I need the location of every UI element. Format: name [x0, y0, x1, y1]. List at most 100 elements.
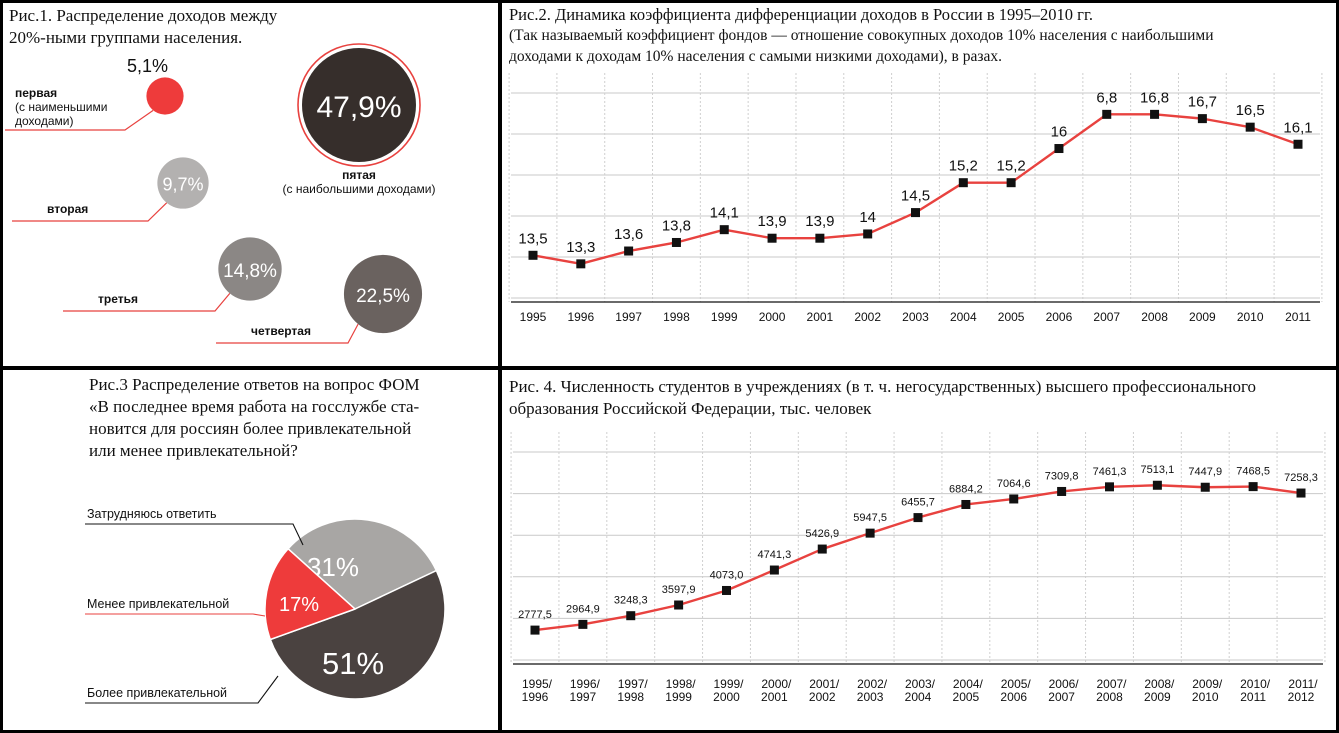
data-point-2005-2006	[1009, 494, 1019, 504]
x-tick-1995-1996-bottom: 1996	[522, 690, 549, 704]
data-label-2011-2012: 7258,3	[1284, 472, 1318, 484]
data-label-2010: 16,5	[1236, 102, 1265, 119]
x-tick-2001: 2001	[807, 310, 834, 324]
x-tick-1999-2000-top: 1999/	[713, 677, 744, 691]
group-name-group-3: третья	[98, 292, 138, 306]
x-tick-2000: 2000	[759, 310, 786, 324]
data-label-1997-1998: 3248,3	[614, 595, 648, 607]
data-point-1998	[671, 237, 681, 247]
bubble-label-group-5: 47,9%	[316, 91, 401, 124]
data-label-2001: 13,9	[805, 213, 834, 230]
x-tick-2010-2011-bottom: 2011	[1240, 690, 1266, 704]
data-point-2000	[767, 233, 777, 243]
data-point-1999	[719, 225, 729, 235]
bubble-label-group-2: 9,7%	[162, 174, 203, 194]
data-label-1998-1999: 3597,9	[662, 584, 696, 596]
fig2-title-line1: Рис.2. Динамика коэффициента дифференциа…	[509, 5, 1093, 24]
data-point-1995	[528, 250, 538, 260]
group-name-group-5: пятая	[342, 168, 376, 182]
data-label-2000-2001: 4741,3	[758, 549, 792, 561]
x-tick-2004-2005-top: 2004/	[953, 677, 984, 691]
data-label-2010-2011: 7468,5	[1236, 466, 1270, 478]
data-point-2006	[1054, 144, 1064, 154]
data-point-2005	[1006, 178, 1016, 188]
fig4-title-line1: Рис. 4. Численность студентов в учрежден…	[509, 377, 1256, 396]
x-tick-2004-2005-bottom: 2005	[953, 690, 980, 704]
x-tick-2011: 2011	[1285, 310, 1311, 324]
bubble-group-5	[302, 48, 416, 162]
fig3-title-line4: или менее привлекательной?	[89, 441, 298, 460]
pie-slice-3	[264, 547, 357, 641]
pie-leader-slice-2	[85, 675, 279, 704]
group-name-group-4: четвертая	[251, 324, 311, 338]
x-tick-2008-2009-top: 2008/	[1144, 677, 1175, 691]
fig2-title-line3: доходами к доходам 10% населения с самым…	[509, 48, 1003, 65]
pie-slice-2	[269, 569, 446, 700]
data-point-2004	[958, 178, 968, 188]
data-label-2005: 15,2	[997, 158, 1026, 175]
x-tick-2003-2004-bottom: 2004	[905, 690, 932, 704]
x-tick-1999-2000-bottom: 2000	[713, 690, 740, 704]
data-label-2002-2003: 5947,5	[853, 512, 887, 524]
x-tick-2004: 2004	[950, 310, 977, 324]
bubble-group-2	[157, 157, 209, 209]
x-tick-1996-1997-bottom: 1997	[570, 690, 597, 704]
data-label-2003: 14,5	[901, 188, 930, 205]
fig2-line-chart: 13,5 1995 13,3 1996 13,6 1997 13,8 1998 14,1 1999…	[508, 73, 1323, 324]
x-tick-2009-2010-bottom: 2010	[1192, 690, 1219, 704]
bubble-label-group-1: 5,1%	[127, 56, 168, 76]
data-point-2007	[1102, 109, 1112, 119]
data-point-2003-2004	[913, 513, 923, 523]
group-sub-group-5: (с наибольшими доходами)	[283, 182, 436, 196]
data-label-2008-2009: 7513,1	[1141, 464, 1175, 476]
data-point-2008-2009	[1152, 480, 1162, 490]
x-tick-2011-2012-bottom: 2012	[1288, 690, 1315, 704]
data-point-1996-1997	[578, 619, 588, 629]
fig4-title: Рис. 4. Численность студентов в учрежден…	[509, 376, 1256, 420]
data-label-2009-2010: 7447,9	[1188, 466, 1222, 478]
data-point-2002-2003	[865, 528, 875, 538]
data-label-1995-1996: 2777,5	[518, 609, 552, 621]
x-tick-2010-2011-top: 2010/	[1240, 677, 1271, 691]
bubble-label-group-3: 14,8%	[223, 261, 277, 282]
bubble-ring-group-5	[297, 43, 421, 167]
data-point-2011	[1293, 139, 1303, 149]
fig1-title-line1: Рис.1. Распределение доходов между	[9, 6, 278, 25]
data-point-2002	[863, 229, 873, 239]
pie-leader-slice-1	[85, 523, 304, 546]
x-tick-1995-1996-top: 1995/	[522, 677, 553, 691]
bubble-label-group-4: 22,5%	[356, 286, 410, 307]
data-point-1999-2000	[722, 585, 731, 595]
fig2-title-line2: (Так называемый коэффициент фондов — отн…	[509, 27, 1214, 44]
x-tick-1997: 1997	[615, 310, 642, 324]
data-point-1997	[624, 246, 634, 256]
fig4-title-line2: образования Российской Федерации, тыс. ч…	[509, 399, 872, 418]
fig3-title-line2: «В последнее время работа на госслужбе с…	[89, 397, 420, 416]
data-point-2001-2002	[817, 544, 827, 554]
pie-leader-slice-3	[85, 613, 266, 617]
leader-line-group-1	[5, 109, 154, 131]
x-tick-1995: 1995	[520, 310, 547, 324]
x-tick-2009: 2009	[1189, 310, 1216, 324]
data-label-2004: 15,2	[949, 158, 978, 175]
pie-legend-slice-1: Затрудняюсь ответить	[87, 507, 217, 521]
x-tick-2000-2001-bottom: 2001	[761, 690, 788, 704]
x-tick-1996: 1996	[567, 310, 594, 324]
fig1-title-line2: 20%-ными группами населения.	[9, 28, 243, 47]
x-tick-2007: 2007	[1093, 310, 1120, 324]
data-point-2009-2010	[1200, 482, 1210, 492]
x-tick-2000-2001-top: 2000/	[761, 677, 792, 691]
pie-legend-slice-2: Более привлекательной	[87, 686, 227, 700]
x-tick-1998: 1998	[663, 310, 690, 324]
x-tick-2005-2006-bottom: 2006	[1000, 690, 1027, 704]
x-tick-2005: 2005	[998, 310, 1025, 324]
data-point-2001	[815, 233, 825, 243]
data-point-2010	[1245, 122, 1255, 132]
fig1-title: Рис.1. Распределение доходов между 20%-н…	[9, 5, 277, 49]
x-tick-2002-2003-top: 2002/	[857, 677, 888, 691]
x-tick-2006-2007-bottom: 2007	[1048, 690, 1075, 704]
data-point-2009	[1197, 114, 1207, 124]
x-tick-2002: 2002	[854, 310, 881, 324]
data-point-1997-1998	[626, 611, 636, 621]
